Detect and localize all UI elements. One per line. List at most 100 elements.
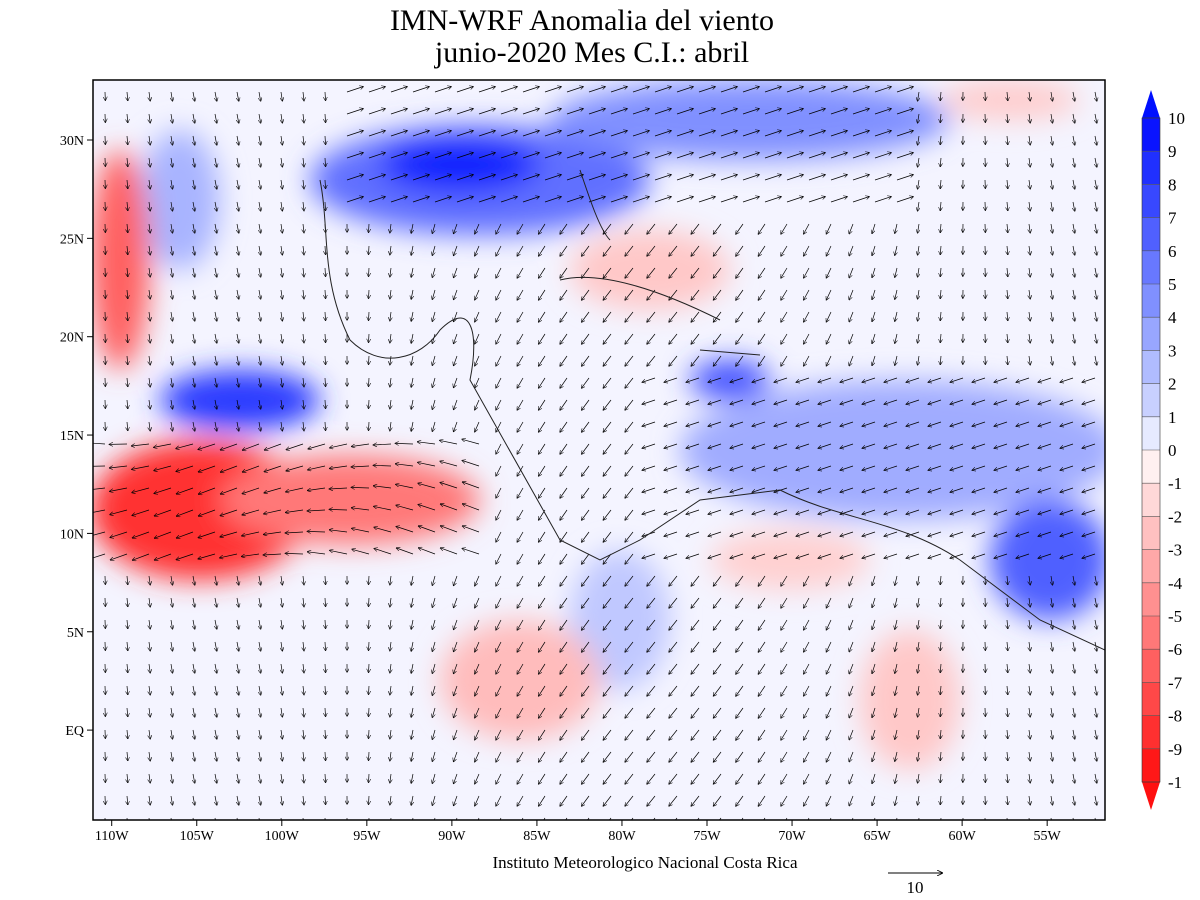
wind-vector xyxy=(171,201,173,211)
wind-vector xyxy=(325,333,326,342)
wind-vector xyxy=(560,421,568,432)
wind-vector xyxy=(325,707,326,716)
wind-vector xyxy=(625,443,634,454)
wind-vector xyxy=(215,157,217,167)
wind-vector xyxy=(303,751,304,761)
wind-vector xyxy=(411,641,413,651)
wind-vector xyxy=(691,619,700,630)
wind-vector xyxy=(669,641,678,652)
wind-vector xyxy=(303,113,304,123)
wind-vector xyxy=(560,751,568,762)
wind-vector xyxy=(171,267,173,277)
wind-vector xyxy=(625,729,634,740)
wind-vector xyxy=(215,267,217,277)
wind-vector xyxy=(193,663,195,673)
wind-vector xyxy=(642,465,656,470)
wind-vector xyxy=(259,619,261,629)
wind-vector xyxy=(566,197,583,203)
wind-vector xyxy=(171,597,173,607)
wind-vector xyxy=(517,619,524,630)
wind-vector xyxy=(454,377,458,388)
wind-vector xyxy=(582,223,590,234)
wind-vector xyxy=(368,175,385,181)
wind-vector xyxy=(454,707,458,718)
wind-vector xyxy=(418,504,436,511)
wind-vector xyxy=(456,131,473,137)
wind-vector xyxy=(390,333,391,343)
wind-vector xyxy=(582,707,590,718)
wind-vector xyxy=(110,466,128,468)
wind-vector xyxy=(329,488,348,489)
wind-vector xyxy=(127,289,128,299)
wind-vector xyxy=(539,465,546,476)
wind-vector xyxy=(432,729,436,739)
wind-vector xyxy=(264,531,282,534)
wind-vector xyxy=(632,109,649,115)
wind-vector xyxy=(647,751,656,762)
wind-vector xyxy=(625,421,634,432)
wind-vector xyxy=(478,109,495,115)
wind-vector xyxy=(475,729,480,740)
wind-vector xyxy=(669,773,678,784)
wind-vector xyxy=(390,729,391,739)
wind-vector xyxy=(303,135,304,145)
wind-vector xyxy=(127,355,128,365)
wind-vector xyxy=(193,399,195,409)
wind-vector xyxy=(149,267,150,277)
wind-vector xyxy=(560,267,568,278)
colorbar-segment xyxy=(1142,582,1160,616)
wind-vector xyxy=(566,175,583,181)
wind-vector xyxy=(390,685,391,695)
wind-vector xyxy=(647,311,656,322)
colorbar-label: 9 xyxy=(1168,142,1177,161)
y-tick-label: 20N xyxy=(60,331,84,346)
wind-vector xyxy=(412,175,429,181)
wind-vector xyxy=(396,548,414,555)
colorbar-label: 10 xyxy=(1168,109,1185,128)
wind-vector xyxy=(237,333,239,343)
wind-vector xyxy=(325,91,326,100)
wind-vector xyxy=(374,486,392,489)
wind-vector xyxy=(281,223,282,233)
wind-vector xyxy=(171,157,173,167)
wind-vector xyxy=(259,179,261,189)
wind-vector xyxy=(149,773,150,783)
wind-vector xyxy=(625,509,634,520)
wind-vector xyxy=(713,311,722,322)
wind-vector xyxy=(496,311,502,322)
wind-vector xyxy=(215,311,217,321)
wind-vector xyxy=(215,685,217,695)
wind-vector xyxy=(346,131,363,137)
wind-vector xyxy=(475,421,480,432)
wind-vector xyxy=(259,641,261,651)
x-tick-label: 75W xyxy=(693,829,721,844)
wind-vector xyxy=(259,245,261,255)
wind-vector xyxy=(625,311,634,322)
y-tick-label: EQ xyxy=(65,724,84,739)
wind-vector xyxy=(127,223,128,233)
wind-vector xyxy=(603,685,612,696)
wind-vector xyxy=(610,175,627,181)
wind-vector xyxy=(215,421,217,431)
wind-vector xyxy=(286,509,304,512)
colorbar-segment xyxy=(1142,748,1160,782)
wind-vector xyxy=(517,245,524,256)
wind-vector xyxy=(647,575,656,586)
wind-vector xyxy=(676,87,693,93)
wind-vector xyxy=(686,509,700,514)
wind-vector xyxy=(539,531,546,542)
wind-vector xyxy=(560,597,568,608)
wind-vector xyxy=(664,443,678,448)
wind-vector xyxy=(434,175,451,181)
wind-vector xyxy=(720,153,737,159)
wind-vector xyxy=(440,482,458,489)
wind-vector xyxy=(560,399,568,410)
wind-vector xyxy=(456,87,473,93)
wind-vector xyxy=(462,482,480,489)
wind-vector xyxy=(390,223,391,233)
wind-vector xyxy=(632,87,649,93)
wind-vector xyxy=(308,443,326,449)
wind-vector xyxy=(454,575,458,586)
wind-vector xyxy=(390,355,391,365)
wind-vector xyxy=(281,333,282,343)
